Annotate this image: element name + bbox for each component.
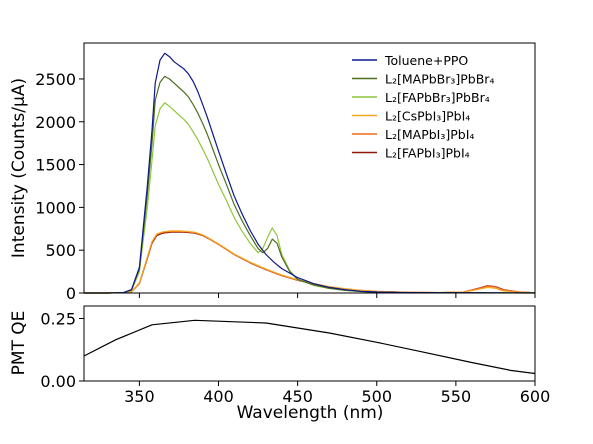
pmt-qe-y-tick-label: 0.00	[40, 372, 76, 391]
intensity-x-ticks	[138, 293, 536, 298]
intensity-y-ticks: 0 500 1000 1500 2000 2500	[35, 70, 84, 303]
intensity-y-tick-label: 2000	[35, 113, 76, 132]
intensity-y-tick-label: 2500	[35, 70, 76, 89]
legend-label: L₂[CsPbI₃]PbI₄	[385, 109, 470, 124]
x-tick-label: 400	[203, 387, 234, 406]
intensity-series-line-0	[84, 52, 536, 294]
intensity-series-line-3	[84, 230, 536, 294]
intensity-y-tick-label: 0	[66, 284, 76, 303]
pmt-qe-series-line-0	[83, 319, 536, 375]
legend-label: L₂[FAPbBr₃]PbBr₄	[385, 90, 490, 105]
legend-label: Toluene+PPO	[384, 53, 468, 68]
pmt-qe-y-axis-label: PMT QE	[9, 311, 29, 376]
legend-label: L₂[FAPbI₃]PbI₄	[385, 146, 470, 161]
intensity-y-tick-label: 1000	[35, 198, 76, 217]
x-axis-label: Wavelength (nm)	[237, 403, 384, 423]
x-tick-label: 350	[124, 387, 155, 406]
x-tick-label: 500	[361, 387, 392, 406]
x-tick-label: 450	[282, 387, 313, 406]
intensity-y-tick-label: 500	[45, 241, 76, 260]
pmt-qe-series-group	[83, 319, 536, 375]
intensity-panel: 0 500 1000 1500 2000 2500 Intensity (Counts/μ…	[9, 42, 536, 303]
intensity-plot-frame	[83, 42, 536, 294]
x-tick-label: 600	[520, 387, 551, 406]
pmt-qe-x-ticks: 350 400 450 500 550 600	[124, 381, 550, 406]
intensity-y-tick-label: 1500	[35, 156, 76, 175]
intensity-y-axis-label: Intensity (Counts/μA)	[9, 78, 29, 258]
pmt-qe-y-tick-label: 0.25	[40, 310, 76, 329]
pmt-qe-plot-frame	[83, 305, 536, 382]
x-tick-label: 550	[441, 387, 472, 406]
legend: Toluene+PPO L₂[MAPbBr₃]PbBr₄ L₂[FAPbBr₃]Pb…	[352, 53, 494, 161]
legend-label: L₂[MAPbI₃]PbI₄	[385, 127, 474, 142]
pmt-qe-panel: 0.00 0.25 350 400 450 500 550 600 PMT QE Wavel…	[9, 305, 550, 423]
pmt-qe-y-ticks: 0.00 0.25	[40, 310, 84, 391]
legend-label: L₂[MAPbBr₃]PbBr₄	[385, 72, 494, 87]
intensity-series-group	[84, 52, 536, 294]
